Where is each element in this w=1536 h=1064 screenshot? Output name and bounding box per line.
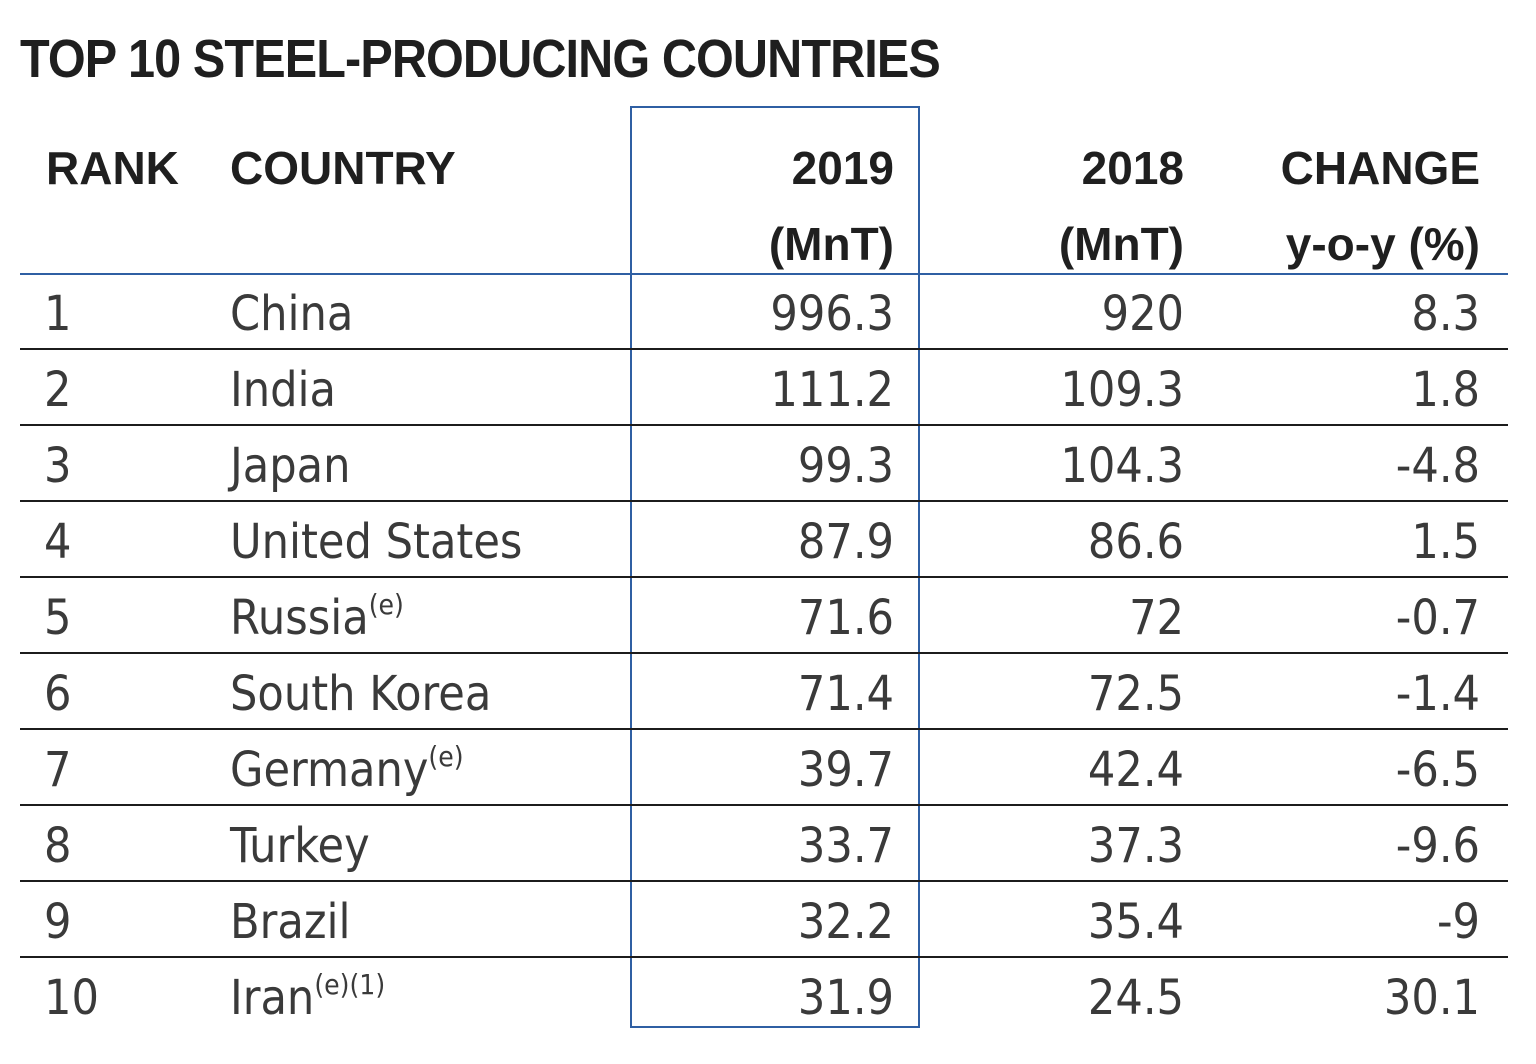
value-2018-cell: 35.4 <box>1087 894 1184 950</box>
change-cell: -6.5 <box>1395 742 1480 798</box>
country-cell: India <box>230 350 336 426</box>
country-name: India <box>230 362 336 418</box>
header-2018: 2018 (MnT) <box>920 130 1184 282</box>
table-row: 1 China 996.3 920 8.3 <box>20 274 1508 350</box>
table-body: 1 China 996.3 920 8.3 2 India 111.2 109.3 1.8 3 Jap… <box>20 274 1508 1034</box>
country-cell: Russia(e) <box>230 578 404 654</box>
change-cell: -4.8 <box>1395 438 1480 494</box>
steel-table: RANK COUNTRY 2019 (MnT) 2018 (MnT) CHANG… <box>20 0 1508 1064</box>
value-2018-cell: 42.4 <box>1087 742 1184 798</box>
table-row: 6 South Korea 71.4 72.5 -1.4 <box>20 654 1508 730</box>
rank-cell: 8 <box>44 818 72 874</box>
country-cell: Turkey <box>230 806 370 882</box>
value-2018-cell: 72.5 <box>1087 666 1184 722</box>
header-country: COUNTRY <box>230 142 456 194</box>
country-name: United States <box>230 514 523 570</box>
change-cell: -9 <box>1436 894 1480 950</box>
country-cell: United States <box>230 502 522 578</box>
rank-cell: 7 <box>44 742 72 798</box>
table-row: 10 Iran(e)(1) 31.9 24.5 30.1 <box>20 958 1508 1034</box>
country-name: Russia <box>230 590 369 646</box>
rank-cell: 1 <box>44 286 72 342</box>
value-2019-cell: 996.3 <box>770 286 894 342</box>
change-cell: 1.8 <box>1411 362 1480 418</box>
rank-cell: 5 <box>44 590 72 646</box>
rank-cell: 3 <box>44 438 72 494</box>
value-2019-cell: 87.9 <box>797 514 894 570</box>
value-2019-cell: 33.7 <box>797 818 894 874</box>
table-row: 4 United States 87.9 86.6 1.5 <box>20 502 1508 578</box>
value-2018-cell: 72 <box>1129 590 1184 646</box>
table-row: 9 Brazil 32.2 35.4 -9 <box>20 882 1508 958</box>
value-2018-cell: 86.6 <box>1087 514 1184 570</box>
value-2018-cell: 109.3 <box>1060 362 1184 418</box>
country-cell: Brazil <box>230 882 351 958</box>
value-2019-cell: 39.7 <box>797 742 894 798</box>
country-name: China <box>230 286 354 342</box>
header-2019-year: 2019 <box>791 142 894 194</box>
value-2018-cell: 37.3 <box>1087 818 1184 874</box>
header-rank: RANK <box>46 142 179 194</box>
table-row: 8 Turkey 33.7 37.3 -9.6 <box>20 806 1508 882</box>
table-title: TOP 10 STEEL-PRODUCING COUNTRIES <box>20 29 941 89</box>
table-row: 2 India 111.2 109.3 1.8 <box>20 350 1508 426</box>
header-change-label: CHANGE <box>1280 142 1480 194</box>
table-row: 5 Russia(e) 71.6 72 -0.7 <box>20 578 1508 654</box>
footnote-marker: (e)(1) <box>314 968 386 1001</box>
change-cell: -1.4 <box>1395 666 1480 722</box>
country-cell: Japan <box>230 426 350 502</box>
country-cell: China <box>230 274 353 350</box>
header-2019-unit: (MnT) <box>768 218 894 270</box>
value-2018-cell: 104.3 <box>1060 438 1184 494</box>
table-row: 7 Germany(e) 39.7 42.4 -6.5 <box>20 730 1508 806</box>
value-2018-cell: 920 <box>1101 286 1184 342</box>
value-2018-cell: 24.5 <box>1087 970 1184 1026</box>
rank-cell: 6 <box>44 666 72 722</box>
header-2018-year: 2018 <box>1081 142 1184 194</box>
country-cell: Germany(e) <box>230 730 464 806</box>
value-2019-cell: 71.6 <box>797 590 894 646</box>
footnote-marker: (e) <box>368 588 404 621</box>
value-2019-cell: 99.3 <box>797 438 894 494</box>
country-name: Brazil <box>230 894 351 950</box>
value-2019-cell: 111.2 <box>770 362 894 418</box>
change-cell: 8.3 <box>1411 286 1480 342</box>
value-2019-cell: 31.9 <box>797 970 894 1026</box>
header-change: CHANGE y-o-y (%) <box>1210 130 1480 282</box>
change-cell: -9.6 <box>1395 818 1480 874</box>
rank-cell: 2 <box>44 362 72 418</box>
country-name: South Korea <box>230 666 492 722</box>
value-2019-cell: 71.4 <box>797 666 894 722</box>
value-2019-cell: 32.2 <box>797 894 894 950</box>
change-cell: 1.5 <box>1411 514 1480 570</box>
country-cell: Iran(e)(1) <box>230 958 385 1034</box>
change-cell: -0.7 <box>1395 590 1480 646</box>
table-header: RANK COUNTRY 2019 (MnT) 2018 (MnT) CHANG… <box>20 130 1508 270</box>
change-cell: 30.1 <box>1383 970 1480 1026</box>
rank-cell: 10 <box>44 970 99 1026</box>
country-name: Japan <box>230 438 351 494</box>
footnote-marker: (e) <box>428 740 464 773</box>
rank-cell: 4 <box>44 514 72 570</box>
country-cell: South Korea <box>230 654 491 730</box>
header-2019: 2019 (MnT) <box>630 130 894 282</box>
header-2018-unit: (MnT) <box>1058 218 1184 270</box>
rank-cell: 9 <box>44 894 72 950</box>
country-name: Turkey <box>230 818 370 874</box>
table-row: 3 Japan 99.3 104.3 -4.8 <box>20 426 1508 502</box>
country-name: Germany <box>230 742 429 798</box>
header-change-unit: y-o-y (%) <box>1285 218 1480 270</box>
header-rule <box>20 273 1508 275</box>
country-name: Iran <box>230 970 315 1026</box>
